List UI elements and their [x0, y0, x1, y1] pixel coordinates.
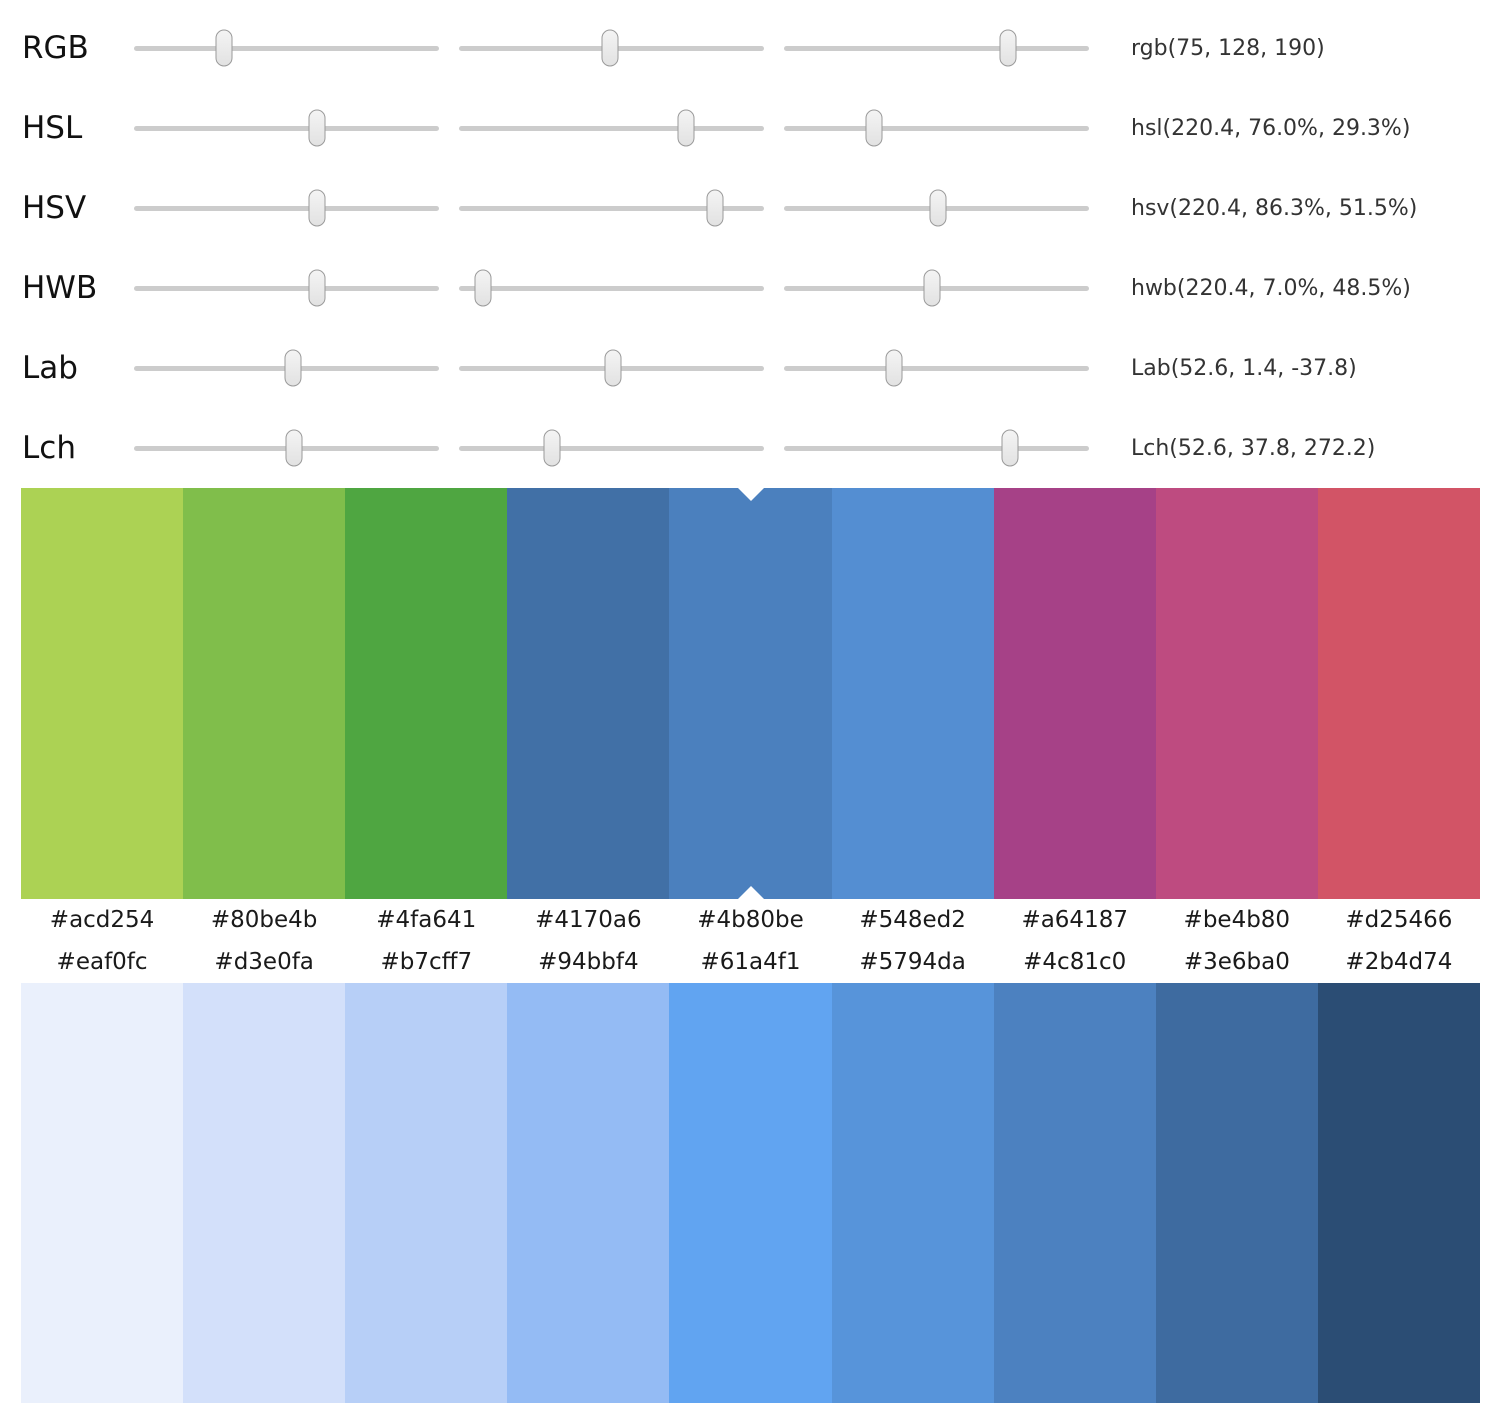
- slider-row-hsv: HSV hsv(220.4, 86.3%, 51.5%): [22, 168, 1501, 248]
- slider-thumb[interactable]: [929, 189, 947, 227]
- hex-label: #b7cff7: [380, 949, 473, 975]
- palette-swatch[interactable]: [1155, 983, 1318, 1403]
- palette-swatch[interactable]: [993, 983, 1156, 1403]
- slider-thumb[interactable]: [865, 109, 883, 147]
- rgb-slider-b[interactable]: [784, 29, 1089, 67]
- slider-thumb[interactable]: [284, 349, 302, 387]
- hex-label: #61a4f1: [700, 949, 801, 975]
- palette-swatch[interactable]: [345, 983, 508, 1403]
- selected-swatch-notch-bottom: [737, 886, 764, 899]
- slider-thumb[interactable]: [601, 29, 619, 67]
- rgb-slider-r[interactable]: [134, 29, 439, 67]
- lch-value-text: Lch(52.6, 37.8, 272.2): [1131, 435, 1376, 461]
- palette-swatch[interactable]: [1317, 488, 1480, 899]
- palette-swatch[interactable]: [21, 488, 184, 899]
- hsv-slider-h[interactable]: [134, 189, 439, 227]
- lab-value-text: Lab(52.6, 1.4, -37.8): [1131, 355, 1357, 381]
- hex-label: #d25466: [1345, 907, 1453, 933]
- hwb-slider-h[interactable]: [134, 269, 439, 307]
- colorspace-label-hsv: HSV: [22, 190, 87, 226]
- hsl-slider-l[interactable]: [784, 109, 1089, 147]
- colorspace-label-rgb: RGB: [22, 30, 89, 66]
- hex-label: #94bbf4: [538, 949, 639, 975]
- slider-thumb[interactable]: [885, 349, 903, 387]
- hex-label: #5794da: [859, 949, 966, 975]
- slider-thumb[interactable]: [474, 269, 492, 307]
- slider-thumb[interactable]: [1001, 429, 1019, 467]
- hex-label: #eaf0fc: [56, 949, 148, 975]
- lch-slider-c[interactable]: [459, 429, 764, 467]
- palette-bottom-strip: [21, 983, 1480, 1403]
- slider-thumb[interactable]: [308, 269, 326, 307]
- slider-thumb[interactable]: [285, 429, 303, 467]
- palette-swatch[interactable]: [345, 488, 508, 899]
- palette-swatch[interactable]: [1155, 488, 1318, 899]
- hex-label: #4b80be: [697, 907, 804, 933]
- palette-swatch[interactable]: [183, 983, 346, 1403]
- palette-top-labels: #acd254 #80be4b #4fa641 #4170a6 #4b80be …: [21, 899, 1480, 941]
- lch-slider-l[interactable]: [134, 429, 439, 467]
- lab-slider-l[interactable]: [134, 349, 439, 387]
- hsl-value-text: hsl(220.4, 76.0%, 29.3%): [1131, 115, 1411, 141]
- hsv-value-text: hsv(220.4, 86.3%, 51.5%): [1131, 195, 1418, 221]
- lab-slider-b[interactable]: [784, 349, 1089, 387]
- rgb-slider-g[interactable]: [459, 29, 764, 67]
- palette-swatch[interactable]: [1317, 983, 1480, 1403]
- hwb-slider-b[interactable]: [784, 269, 1089, 307]
- hex-label: #4c81c0: [1023, 949, 1127, 975]
- colorspace-label-lab: Lab: [22, 350, 78, 386]
- palette-swatch[interactable]: [831, 488, 994, 899]
- slider-row-lab: Lab Lab(52.6, 1.4, -37.8): [22, 328, 1501, 408]
- rgb-value-text: rgb(75, 128, 190): [1131, 35, 1325, 61]
- hex-label: #548ed2: [859, 907, 966, 933]
- lch-slider-h[interactable]: [784, 429, 1089, 467]
- palette-swatch[interactable]: [993, 488, 1156, 899]
- slider-section: RGB rgb(75, 128, 190) HSL hsl(220.4, 76.…: [0, 0, 1501, 488]
- slider-thumb[interactable]: [543, 429, 561, 467]
- palette-swatch[interactable]: [669, 983, 832, 1403]
- palette-top-strip: [21, 488, 1480, 899]
- hex-label: #3e6ba0: [1183, 949, 1290, 975]
- hex-label: #d3e0fa: [214, 949, 314, 975]
- palette-bottom-labels: #eaf0fc #d3e0fa #b7cff7 #94bbf4 #61a4f1 …: [21, 941, 1480, 983]
- slider-row-hsl: HSL hsl(220.4, 76.0%, 29.3%): [22, 88, 1501, 168]
- hwb-slider-w[interactable]: [459, 269, 764, 307]
- colorspace-label-lch: Lch: [22, 430, 76, 466]
- hsl-slider-h[interactable]: [134, 109, 439, 147]
- hex-label: #acd254: [49, 907, 155, 933]
- palette-swatch[interactable]: [21, 983, 184, 1403]
- hwb-value-text: hwb(220.4, 7.0%, 48.5%): [1131, 275, 1411, 301]
- colorspace-label-hsl: HSL: [22, 110, 83, 146]
- palette-swatch[interactable]: [507, 983, 670, 1403]
- hsl-slider-s[interactable]: [459, 109, 764, 147]
- hex-label: #be4b80: [1183, 907, 1291, 933]
- slider-thumb[interactable]: [604, 349, 622, 387]
- slider-thumb[interactable]: [706, 189, 724, 227]
- hex-label: #4170a6: [535, 907, 642, 933]
- hex-label: #80be4b: [210, 907, 318, 933]
- slider-row-hwb: HWB hwb(220.4, 7.0%, 48.5%): [22, 248, 1501, 328]
- slider-thumb[interactable]: [308, 189, 326, 227]
- hsv-slider-v[interactable]: [784, 189, 1089, 227]
- slider-thumb[interactable]: [308, 109, 326, 147]
- hex-label: #2b4d74: [1345, 949, 1453, 975]
- slider-thumb[interactable]: [215, 29, 233, 67]
- slider-thumb[interactable]: [677, 109, 695, 147]
- slider-thumb[interactable]: [923, 269, 941, 307]
- hex-label: #a64187: [1021, 907, 1128, 933]
- colorspace-label-hwb: HWB: [22, 270, 98, 306]
- hex-label: #4fa641: [376, 907, 477, 933]
- palette-swatch-selected[interactable]: [669, 488, 832, 899]
- slider-thumb[interactable]: [999, 29, 1017, 67]
- slider-row-rgb: RGB rgb(75, 128, 190): [22, 8, 1501, 88]
- palette-swatch[interactable]: [507, 488, 670, 899]
- palette-swatch[interactable]: [831, 983, 994, 1403]
- lab-slider-a[interactable]: [459, 349, 764, 387]
- selected-swatch-notch-top: [737, 488, 764, 501]
- palette-swatch[interactable]: [183, 488, 346, 899]
- hsv-slider-s[interactable]: [459, 189, 764, 227]
- slider-row-lch: Lch Lch(52.6, 37.8, 272.2): [22, 408, 1501, 488]
